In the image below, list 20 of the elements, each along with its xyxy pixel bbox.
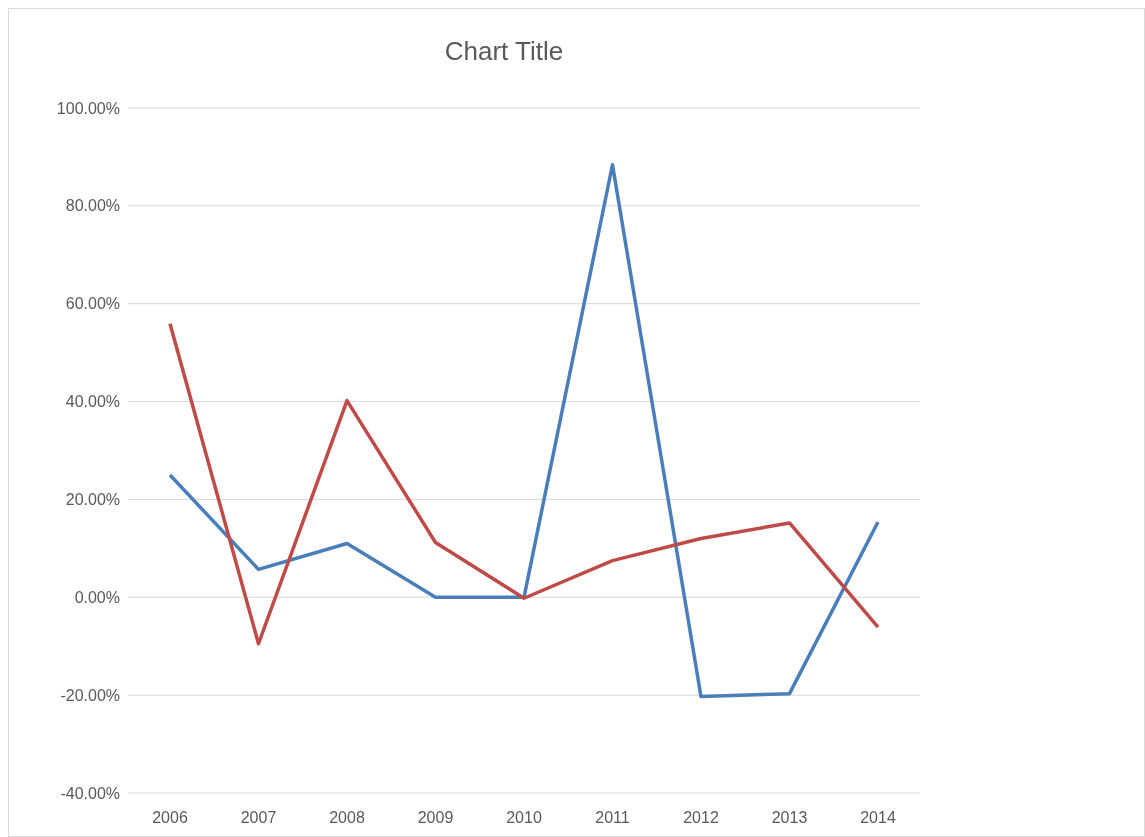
x-tick-label: 2007 — [240, 809, 277, 826]
x-tick-label: 2009 — [417, 809, 454, 826]
y-tick-label: 0.00% — [74, 588, 120, 606]
x-tick-label: 2014 — [860, 809, 896, 826]
y-tick-label: 20.00% — [65, 491, 120, 509]
x-tick-label: 2012 — [683, 809, 719, 826]
line-series — [168, 163, 880, 699]
y-tick-label: -20.00% — [60, 686, 120, 704]
x-tick-label: 2010 — [506, 809, 542, 826]
x-tick-label: 2011 — [595, 809, 630, 826]
line-series — [168, 322, 880, 646]
x-tick-label: 2013 — [771, 809, 808, 826]
y-tick-label: 40.00% — [65, 393, 120, 411]
y-tick-label: 80.00% — [65, 197, 120, 215]
y-tick-label: 100.00% — [56, 99, 120, 117]
y-tick-label: 60.00% — [65, 295, 120, 313]
x-tick-label: 2008 — [329, 809, 365, 826]
y-tick-label: -40.00% — [60, 784, 120, 802]
x-tick-label: 2006 — [152, 809, 188, 826]
chart-title: Chart Title — [444, 36, 564, 66]
